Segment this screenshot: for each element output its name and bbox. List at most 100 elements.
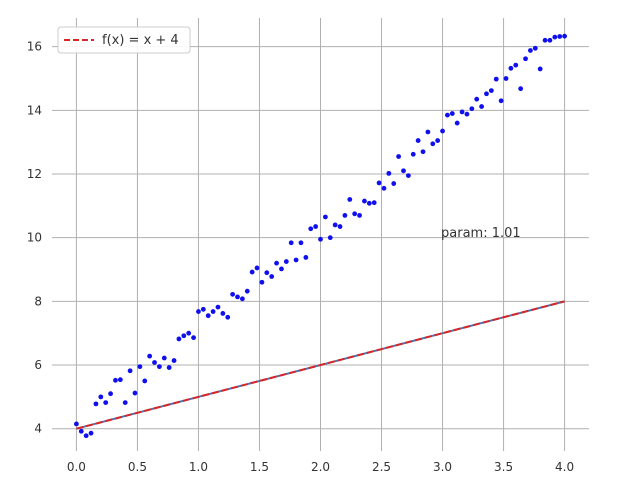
y-tick-label: 16 (27, 40, 42, 54)
data-point (342, 212, 348, 218)
data-point (440, 128, 445, 134)
data-point (488, 88, 494, 93)
data-point (93, 401, 99, 407)
data-point (415, 138, 421, 143)
data-point (171, 358, 177, 363)
data-point (562, 33, 567, 39)
data-point (459, 109, 465, 115)
data-point (410, 151, 416, 157)
data-point (137, 364, 143, 370)
data-point (493, 76, 499, 82)
x-tick-label: 2.0 (311, 460, 330, 474)
data-point (98, 394, 104, 400)
fit-line-dashed (76, 300, 565, 430)
data-point (176, 336, 182, 342)
x-tick-label: 3.5 (494, 460, 513, 474)
data-point (166, 365, 172, 370)
data-point (547, 37, 553, 43)
data-point (298, 240, 304, 246)
data-point (528, 48, 533, 53)
data-point (83, 433, 89, 439)
data-point (430, 141, 436, 147)
data-point (230, 291, 236, 297)
y-axis-ticks: 4 6 8 10 12 14 16 (27, 40, 42, 436)
data-point (322, 214, 328, 220)
scatter-points (74, 33, 567, 439)
y-tick-label: 6 (34, 358, 42, 372)
data-point (352, 211, 358, 217)
data-point (127, 368, 133, 374)
data-point (542, 37, 548, 43)
data-point (122, 400, 128, 406)
data-point (88, 430, 94, 436)
data-point (264, 270, 270, 276)
x-tick-label: 0.0 (67, 460, 86, 474)
data-point (445, 112, 450, 118)
data-point (308, 226, 314, 232)
data-point (157, 364, 162, 370)
data-point (420, 149, 426, 155)
data-point (313, 224, 319, 229)
x-tick-label: 0.5 (128, 460, 147, 474)
data-point (469, 106, 475, 112)
data-point (161, 355, 167, 361)
legend-frame (57, 26, 191, 54)
data-point (366, 200, 372, 206)
data-point (518, 86, 524, 92)
data-point (274, 260, 279, 266)
y-tick-label: 14 (27, 103, 42, 117)
data-point (215, 304, 221, 310)
data-point (513, 62, 519, 68)
data-point (132, 390, 138, 396)
data-point (362, 198, 367, 204)
data-point (288, 240, 294, 246)
data-point (239, 296, 245, 302)
x-tick-label: 1.5 (250, 460, 269, 474)
data-point (254, 265, 260, 271)
data-point (74, 421, 79, 427)
data-point (474, 96, 480, 102)
param-annotation: param: 1.01 (441, 226, 521, 241)
data-point (78, 428, 84, 434)
data-point (498, 98, 504, 104)
data-point (532, 45, 538, 51)
data-point (303, 255, 309, 260)
y-tick-label: 4 (34, 422, 42, 436)
data-point (401, 168, 406, 174)
x-axis-ticks: 0.0 0.5 1.0 1.5 2.0 2.5 3.0 3.5 4.0 (67, 460, 574, 474)
data-point (332, 222, 338, 228)
data-point (108, 391, 113, 397)
data-point (142, 378, 148, 384)
data-point (337, 224, 343, 229)
data-point (186, 330, 192, 336)
data-point (464, 111, 470, 117)
data-point (269, 274, 275, 279)
data-point (147, 353, 153, 359)
data-point (479, 104, 484, 109)
legend-label: f(x) = x + 4 (102, 33, 179, 48)
data-point (484, 91, 489, 97)
data-point (205, 313, 211, 319)
data-point (259, 279, 265, 285)
data-point (381, 185, 387, 191)
data-point (293, 257, 299, 263)
data-point (244, 288, 250, 294)
data-point (103, 400, 109, 406)
data-point (235, 294, 240, 300)
data-point (405, 173, 411, 178)
data-point (537, 66, 543, 72)
data-point (425, 129, 431, 135)
data-point (279, 266, 284, 272)
data-point (386, 170, 392, 176)
data-point (283, 259, 289, 264)
data-point (557, 34, 563, 39)
plot-area (76, 300, 565, 430)
data-point (454, 120, 460, 126)
data-point (225, 314, 231, 320)
data-point (371, 200, 377, 206)
data-point (181, 333, 187, 339)
data-point (435, 138, 441, 143)
data-point (191, 335, 196, 341)
data-point (113, 377, 118, 383)
